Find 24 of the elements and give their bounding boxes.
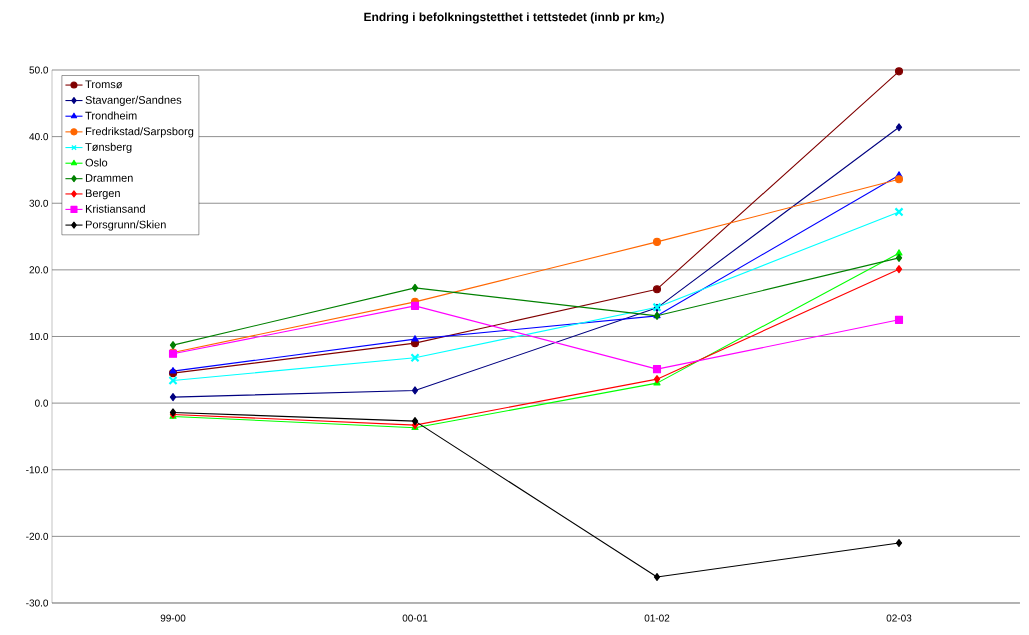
x-tick-label: 01-02 [644, 614, 670, 622]
y-tick-label: -30.0 [26, 599, 49, 607]
y-tick-label: 30.0 [29, 199, 49, 207]
legend-label: Porsgrunn/Skien [85, 220, 166, 231]
legend-label: Tønsberg [85, 142, 132, 154]
legend-label: Kristiansand [85, 204, 145, 213]
chart-title: Endring i befolkningstetthet i tettstedet (innb pr km$_{2}$) [364, 12, 664, 24]
x-tick-label: 00-01 [402, 614, 428, 622]
legend-label: Fredrikstad/Sarpsborg [85, 127, 194, 138]
legend-label: Trondheim [85, 111, 137, 120]
y-tick-label: -20.0 [26, 532, 49, 540]
legend-label: Tromsø [85, 80, 123, 89]
y-tick-label: 50.0 [29, 66, 49, 74]
y-tick-label: 10.0 [29, 332, 49, 341]
y-tick-label: -10.0 [26, 466, 49, 474]
legend-label: Stavanger/Sandnes [85, 95, 182, 107]
y-tick-label: 40.0 [29, 133, 49, 141]
x-tick-label: 02-03 [886, 614, 912, 622]
legend-label: Drammen [85, 174, 133, 182]
legend-label: Oslo [85, 158, 108, 167]
y-tick-label: 20.0 [29, 266, 49, 274]
legend-label: Bergen [85, 189, 120, 200]
x-tick-label: 99-00 [160, 614, 186, 622]
y-tick-label: 0.0 [34, 399, 49, 407]
